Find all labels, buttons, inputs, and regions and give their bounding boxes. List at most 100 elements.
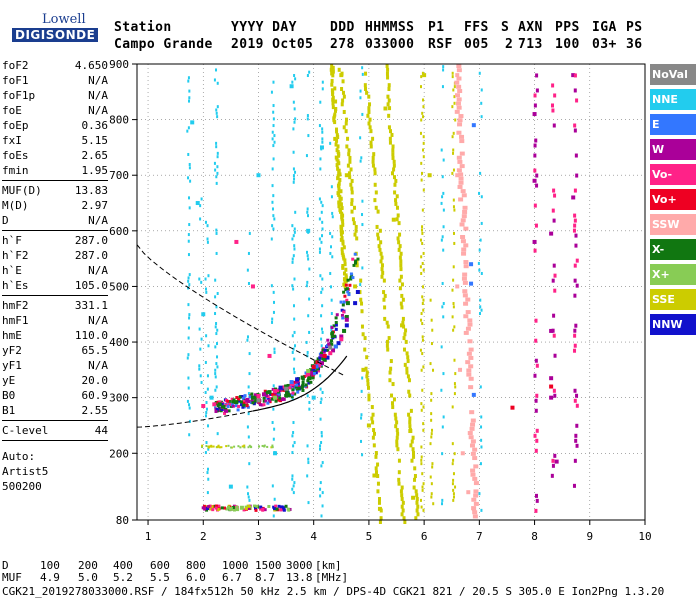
interference-dot xyxy=(321,287,324,291)
sse-echo-dot xyxy=(374,454,378,459)
f2-echo-dot xyxy=(346,290,350,294)
sse-echo-dot xyxy=(404,339,408,344)
sse-echo-dot xyxy=(376,232,380,237)
series-point xyxy=(471,392,476,397)
series-point xyxy=(353,301,358,306)
series-point xyxy=(284,386,289,391)
interference-dot xyxy=(422,188,425,192)
interference-dot xyxy=(215,111,218,115)
interference-dot xyxy=(207,477,210,481)
w-echo-dot xyxy=(535,428,539,433)
interference-dot xyxy=(271,421,274,425)
interference-dot xyxy=(198,367,201,371)
sse-echo-dot xyxy=(366,382,370,387)
footer-distance-value: 1500 xyxy=(255,559,282,572)
f2-echo-dot xyxy=(304,371,308,375)
series-point xyxy=(372,473,377,478)
interference-dot xyxy=(306,444,309,448)
interference-dot xyxy=(306,207,309,211)
sse-echo-dot xyxy=(388,106,392,111)
profile-topside-extrapolation xyxy=(136,244,345,376)
f2-echo-dot xyxy=(351,257,355,261)
series-point xyxy=(308,370,313,375)
interference-dot xyxy=(216,365,219,369)
sse-echo-dot xyxy=(393,190,397,195)
interference-dot xyxy=(431,328,434,332)
w-echo-dot xyxy=(533,153,537,158)
footer-d-unit: [km] xyxy=(315,559,342,572)
sse-echo-dot xyxy=(366,113,370,118)
interference-dot xyxy=(215,181,218,185)
sse-echo-dot xyxy=(355,236,359,241)
interference-dot xyxy=(478,312,481,316)
interference-dot xyxy=(247,251,250,255)
sse-echo-dot xyxy=(412,454,416,459)
f2-echo-dot xyxy=(291,384,295,388)
interference-dot xyxy=(422,422,425,426)
f2-echo-dot xyxy=(278,396,282,400)
es-2hop-dot xyxy=(205,445,208,448)
ssw-echo-dot xyxy=(459,134,465,139)
sse-echo-dot xyxy=(350,209,354,214)
interference-dot xyxy=(478,71,481,75)
interference-dot xyxy=(321,304,324,308)
interference-dot xyxy=(430,492,433,496)
param-row: foF2 4.650 xyxy=(2,58,108,73)
series-point xyxy=(549,384,554,389)
sse-echo-dot xyxy=(401,297,405,302)
interference-dot xyxy=(329,251,332,255)
ssw-echo-dot xyxy=(455,101,461,106)
interference-dot xyxy=(442,65,445,69)
header-value-s: 2 xyxy=(505,37,514,52)
w-echo-dot xyxy=(573,263,577,268)
sse-echo-dot xyxy=(403,332,407,337)
interference-dot xyxy=(430,435,433,439)
series-point xyxy=(201,404,206,408)
interference-dot xyxy=(292,127,295,131)
interference-dot xyxy=(272,104,275,108)
header-label-axn: AXN xyxy=(518,20,543,35)
ssw-echo-dot xyxy=(463,314,469,319)
header-label-s: S xyxy=(501,20,510,35)
interference-dot xyxy=(321,234,324,238)
w-echo-dot xyxy=(572,228,576,233)
interference-dot xyxy=(321,277,324,281)
interference-dot xyxy=(272,300,275,304)
interference-dot xyxy=(272,124,275,128)
interference-dot xyxy=(453,208,456,212)
ssw-echo-dot xyxy=(465,310,471,315)
ssw-echo-dot xyxy=(459,151,465,156)
f2-echo-dot xyxy=(322,350,326,354)
f2-echo-dot xyxy=(344,283,348,287)
sse-echo-dot xyxy=(391,152,395,157)
interference-dot xyxy=(442,415,445,419)
ssw-echo-dot xyxy=(467,322,473,327)
interference-dot xyxy=(188,223,191,227)
w-echo-dot xyxy=(535,363,539,368)
interference-dot xyxy=(429,475,432,479)
interference-dot xyxy=(188,273,191,277)
es-echo-dot xyxy=(215,504,219,508)
sse-echo-dot xyxy=(397,470,401,475)
w-echo-dot xyxy=(535,88,539,93)
interference-dot xyxy=(188,206,191,210)
ssw-echo-dot xyxy=(458,197,464,202)
sse-echo-dot xyxy=(338,178,342,183)
interference-dot xyxy=(441,502,444,506)
interference-dot xyxy=(320,344,323,348)
digisonde-logo: Lowell DIGISONDE xyxy=(2,8,102,48)
interference-dot xyxy=(216,115,219,119)
sse-echo-dot xyxy=(339,202,343,207)
sse-echo-dot xyxy=(397,481,401,486)
series-point xyxy=(466,490,471,495)
sse-echo-dot xyxy=(395,217,399,222)
sse-echo-dot xyxy=(373,198,377,203)
ssw-echo-dot xyxy=(468,347,474,352)
es-2hop-dot xyxy=(220,446,223,449)
ssw-echo-dot xyxy=(465,360,471,365)
interference-dot xyxy=(429,298,432,302)
ssw-echo-dot xyxy=(456,68,462,73)
series-point xyxy=(336,341,341,346)
param-value: N/A xyxy=(88,314,108,327)
ssw-echo-dot xyxy=(458,176,464,181)
